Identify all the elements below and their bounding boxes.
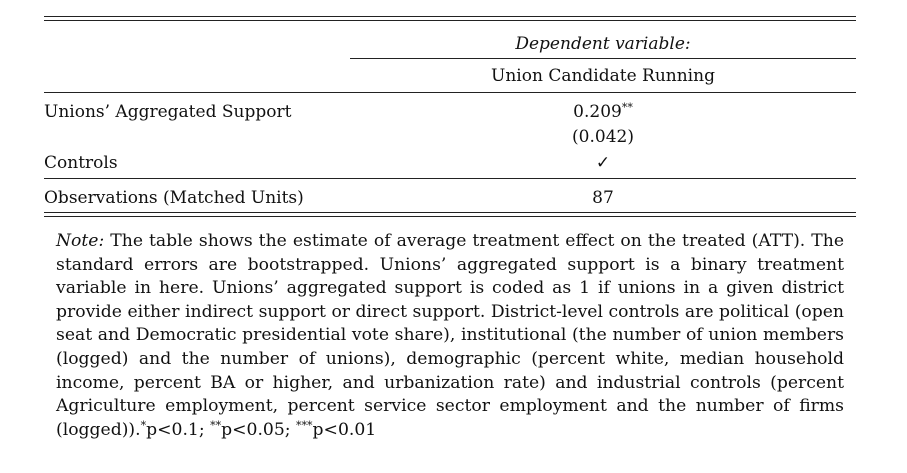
note-sig-3: *** <box>296 418 313 432</box>
row-label-support: Unions’ Aggregated Support <box>44 102 292 122</box>
header-group-rule <box>350 58 856 59</box>
table-note: Note: The table shows the estimate of av… <box>56 230 844 442</box>
bottom-rule-second <box>44 216 856 217</box>
coefficient-value: 0.209** <box>573 101 633 122</box>
note-sig-1: * <box>140 418 147 432</box>
row-label-controls: Controls <box>44 153 118 173</box>
note-sig-3-threshold: p<0.01 <box>312 419 377 440</box>
header-rule <box>44 92 856 93</box>
note-sig-2-threshold: p<0.05; <box>221 419 297 440</box>
controls-checkmark: ✓ <box>595 153 611 173</box>
note-label: Note: <box>56 231 105 251</box>
observations-value: 87 <box>592 188 614 208</box>
standard-error: (0.042) <box>572 127 634 147</box>
significance-stars: ** <box>621 101 633 114</box>
column-header: Union Candidate Running <box>491 66 715 86</box>
body-rule <box>44 178 856 179</box>
dependent-variable-header: Dependent variable: <box>515 34 691 54</box>
top-rule-second <box>44 20 856 21</box>
note-sig-1-threshold: p<0.1; <box>146 419 211 440</box>
bottom-rule <box>44 212 856 213</box>
top-rule <box>44 16 856 17</box>
note-text: The table shows the estimate of average … <box>56 231 844 440</box>
note-sig-2: ** <box>210 418 222 432</box>
row-label-observations: Observations (Matched Units) <box>44 188 304 208</box>
